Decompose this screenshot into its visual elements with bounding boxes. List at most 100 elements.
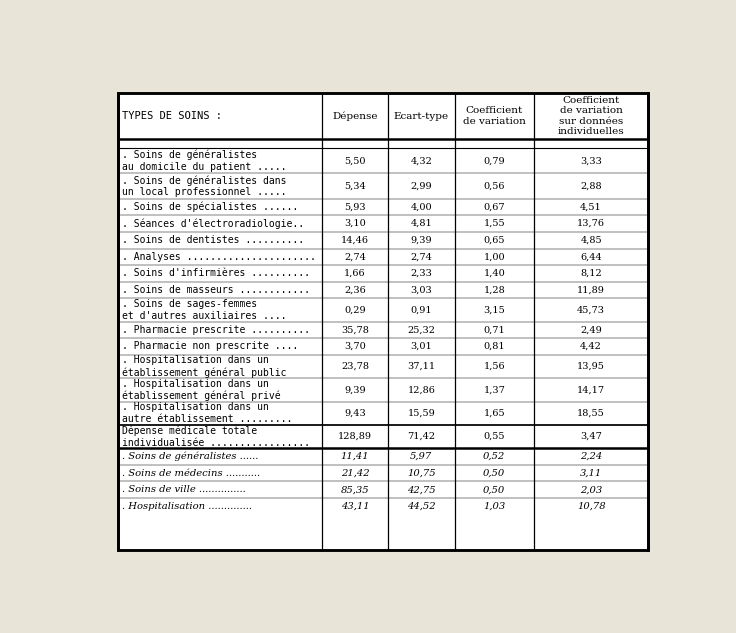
Text: 11,89: 11,89 (577, 285, 605, 294)
Text: 9,39: 9,39 (411, 235, 432, 245)
Text: 4,00: 4,00 (411, 203, 432, 211)
Text: 9,39: 9,39 (344, 385, 366, 394)
Text: TYPES DE SOINS :: TYPES DE SOINS : (122, 111, 222, 121)
Text: 1,55: 1,55 (484, 219, 505, 228)
Text: 11,41: 11,41 (341, 452, 369, 461)
Text: 4,42: 4,42 (580, 342, 602, 351)
Text: . Soins de spécialistes ......: . Soins de spécialistes ...... (121, 202, 298, 212)
Text: 3,11: 3,11 (580, 468, 602, 478)
Text: 5,34: 5,34 (344, 182, 366, 191)
Text: 2,74: 2,74 (411, 253, 432, 261)
Text: 1,03: 1,03 (483, 502, 506, 511)
Text: 0,50: 0,50 (483, 486, 506, 494)
Text: 2,03: 2,03 (580, 486, 602, 494)
Text: 8,12: 8,12 (580, 269, 602, 278)
Text: 3,03: 3,03 (411, 285, 432, 294)
Text: . Hospitalisation dans un
autre établissement .........: . Hospitalisation dans un autre établiss… (121, 403, 292, 424)
Text: 0,91: 0,91 (411, 305, 432, 315)
Text: Coefficient
de variation: Coefficient de variation (463, 106, 526, 126)
Text: 85,35: 85,35 (341, 486, 369, 494)
Text: 18,55: 18,55 (577, 409, 605, 418)
Text: . Hospitalisation dans un
établissement général privé: . Hospitalisation dans un établissement … (121, 379, 280, 401)
Text: 2,36: 2,36 (344, 285, 366, 294)
Text: 1,65: 1,65 (484, 409, 505, 418)
Text: 3,01: 3,01 (411, 342, 432, 351)
Text: 14,17: 14,17 (577, 385, 605, 394)
Text: 0,81: 0,81 (484, 342, 505, 351)
Text: 2,88: 2,88 (580, 182, 602, 191)
Text: 9,43: 9,43 (344, 409, 366, 418)
Text: 42,75: 42,75 (407, 486, 436, 494)
Text: 13,76: 13,76 (577, 219, 605, 228)
Text: 21,42: 21,42 (341, 468, 369, 478)
Text: 43,11: 43,11 (341, 502, 369, 511)
Text: 128,89: 128,89 (338, 432, 372, 441)
Text: 25,32: 25,32 (407, 325, 436, 334)
Text: . Soins de dentistes ..........: . Soins de dentistes .......... (121, 235, 304, 245)
Text: 3,33: 3,33 (580, 156, 602, 165)
Text: Dépense médicale totale
individualisée .................: Dépense médicale totale individualisée .… (121, 425, 310, 448)
Text: 2,99: 2,99 (411, 182, 432, 191)
Text: . Hospitalisation dans un
établissement général public: . Hospitalisation dans un établissement … (121, 355, 286, 377)
Text: . Pharmacie prescrite ..........: . Pharmacie prescrite .......... (121, 325, 310, 335)
Text: 13,95: 13,95 (577, 362, 605, 371)
Text: 3,47: 3,47 (580, 432, 602, 441)
Text: 23,78: 23,78 (341, 362, 369, 371)
Text: 37,11: 37,11 (407, 362, 436, 371)
Text: 3,10: 3,10 (344, 219, 366, 228)
Text: 10,75: 10,75 (407, 468, 436, 478)
Text: 5,93: 5,93 (344, 203, 366, 211)
Text: . Hospitalisation ..............: . Hospitalisation .............. (121, 502, 252, 511)
Text: 1,40: 1,40 (484, 269, 505, 278)
Text: 4,32: 4,32 (411, 156, 432, 165)
Text: 1,66: 1,66 (344, 269, 366, 278)
Text: 6,44: 6,44 (580, 253, 602, 261)
Text: . Soins d'infirmières ..........: . Soins d'infirmières .......... (121, 268, 310, 279)
Text: 0,71: 0,71 (484, 325, 505, 334)
Text: . Soins de ville ...............: . Soins de ville ............... (121, 486, 245, 494)
Text: 0,55: 0,55 (484, 432, 505, 441)
Text: 1,28: 1,28 (484, 285, 505, 294)
Text: . Analyses ......................: . Analyses ...................... (121, 252, 316, 262)
Text: 4,81: 4,81 (411, 219, 432, 228)
Text: . Soins de généralistes dans
un local professionnel .....: . Soins de généralistes dans un local pr… (121, 175, 286, 197)
Text: 4,85: 4,85 (580, 235, 602, 245)
Text: 2,49: 2,49 (580, 325, 602, 334)
Text: 5,50: 5,50 (344, 156, 366, 165)
Text: 3,15: 3,15 (484, 305, 505, 315)
Text: . Soins de médecins ...........: . Soins de médecins ........... (121, 468, 260, 478)
Text: 15,59: 15,59 (408, 409, 435, 418)
Text: Coefficient
de variation
sur données
individuelles: Coefficient de variation sur données ind… (558, 96, 624, 136)
Text: Ecart-type: Ecart-type (394, 111, 449, 121)
Text: 0,56: 0,56 (484, 182, 505, 191)
Text: 12,86: 12,86 (408, 385, 435, 394)
Text: . Soins de sages-femmes
et d'autres auxiliaires ....: . Soins de sages-femmes et d'autres auxi… (121, 299, 286, 321)
Text: 5,97: 5,97 (410, 452, 433, 461)
Text: 45,73: 45,73 (577, 305, 605, 315)
Text: 0,67: 0,67 (484, 203, 505, 211)
Text: . Séances d'électroradiologie..: . Séances d'électroradiologie.. (121, 218, 304, 229)
Text: Dépense: Dépense (333, 111, 378, 121)
Text: 4,51: 4,51 (580, 203, 602, 211)
Text: 1,37: 1,37 (484, 385, 505, 394)
Text: 3,70: 3,70 (344, 342, 366, 351)
Text: 71,42: 71,42 (407, 432, 436, 441)
Text: 0,29: 0,29 (344, 305, 366, 315)
Text: . Soins de généralistes ......: . Soins de généralistes ...... (121, 452, 258, 461)
Text: 2,24: 2,24 (580, 452, 602, 461)
Text: 35,78: 35,78 (341, 325, 369, 334)
Text: 0,65: 0,65 (484, 235, 505, 245)
Text: 2,74: 2,74 (344, 253, 366, 261)
Text: 14,46: 14,46 (341, 235, 369, 245)
Text: 0,79: 0,79 (484, 156, 505, 165)
Text: 0,52: 0,52 (483, 452, 506, 461)
Text: 1,00: 1,00 (484, 253, 505, 261)
Text: . Soins de masseurs ............: . Soins de masseurs ............ (121, 285, 310, 295)
Text: . Pharmacie non prescrite ....: . Pharmacie non prescrite .... (121, 341, 298, 351)
Text: 0,50: 0,50 (483, 468, 506, 478)
Text: 1,56: 1,56 (484, 362, 505, 371)
Text: . Soins de généralistes
au domicile du patient .....: . Soins de généralistes au domicile du p… (121, 150, 286, 172)
Text: 10,78: 10,78 (577, 502, 606, 511)
Text: 44,52: 44,52 (407, 502, 436, 511)
Text: 2,33: 2,33 (411, 269, 432, 278)
